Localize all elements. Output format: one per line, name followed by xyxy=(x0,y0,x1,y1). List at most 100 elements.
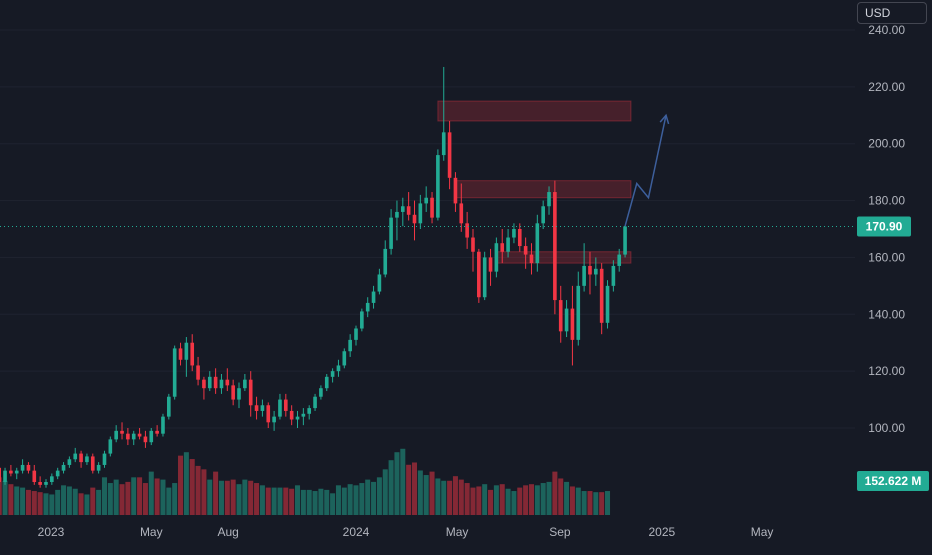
candle-body xyxy=(523,246,528,255)
volume-bar xyxy=(183,452,189,515)
x-tick-label: May xyxy=(446,525,469,539)
volume-bar xyxy=(119,484,125,515)
volume-bar xyxy=(20,487,26,515)
volume-bar xyxy=(511,491,517,515)
candle-body xyxy=(330,371,335,377)
x-tick-label: 2023 xyxy=(38,525,65,539)
volume-bar xyxy=(470,487,476,515)
candle-body xyxy=(9,470,13,474)
candle-body xyxy=(342,351,347,366)
volume-bar xyxy=(464,483,470,515)
volume-bar xyxy=(254,483,260,515)
volume-bar xyxy=(55,489,61,515)
currency-button[interactable]: USD xyxy=(857,2,927,24)
volume-bar xyxy=(242,479,248,515)
candle-body xyxy=(465,223,469,238)
candle-body xyxy=(231,385,235,400)
candle-body xyxy=(213,376,218,389)
candle-body xyxy=(459,203,464,224)
volume-bar xyxy=(476,486,482,515)
candle-body xyxy=(471,237,475,252)
volume-bar xyxy=(101,477,107,515)
axis-badges: 170.90 152.622 M xyxy=(857,216,929,491)
volume-bar xyxy=(271,487,277,515)
volume-bar xyxy=(289,488,295,515)
volume-bar xyxy=(2,480,8,515)
resistance-zone xyxy=(495,251,632,264)
volume-bar xyxy=(324,489,330,515)
candle-body xyxy=(207,376,212,389)
candle-body xyxy=(430,197,434,218)
candle-body xyxy=(167,396,171,417)
resistance-zones xyxy=(437,100,632,264)
candle-body xyxy=(611,265,616,286)
volume-bar xyxy=(452,476,458,515)
candle-body xyxy=(365,302,370,312)
volume-bar xyxy=(347,484,353,515)
volume-bar xyxy=(178,455,184,515)
volume-bar xyxy=(236,484,242,515)
volume-bar xyxy=(400,448,406,515)
candle-body xyxy=(219,379,224,389)
candle-body xyxy=(494,243,499,272)
volume-bar xyxy=(25,489,31,515)
volume-bar xyxy=(78,493,84,515)
y-tick-label: 100.00 xyxy=(868,421,905,435)
volume-bar xyxy=(14,486,20,515)
volume-bar xyxy=(423,475,429,515)
candle-body xyxy=(360,311,364,329)
volume-bar xyxy=(66,486,72,515)
candle-body xyxy=(90,456,95,471)
volume-bar xyxy=(441,480,447,515)
volume-bar xyxy=(148,471,154,515)
candle-body xyxy=(0,467,2,483)
volume-bar xyxy=(581,491,587,515)
candle-body xyxy=(605,285,610,323)
candle-body xyxy=(453,177,458,204)
candle-body xyxy=(441,132,446,156)
candle-body xyxy=(395,211,399,218)
candle-body xyxy=(371,291,376,303)
candle-body xyxy=(283,399,288,411)
volume-bar xyxy=(406,464,412,515)
volume-bar xyxy=(505,488,511,515)
volume-bar xyxy=(90,487,96,515)
volume-bar xyxy=(552,471,558,515)
resistance-zone xyxy=(437,100,632,122)
price-axis[interactable]: 240.00 220.00 200.00 180.00 160.00 140.00 120.… xyxy=(868,23,905,435)
volume-bar xyxy=(137,477,143,515)
candle-body xyxy=(3,470,7,483)
candle-body xyxy=(50,476,54,483)
last-price-badge xyxy=(857,216,911,237)
volume-bar xyxy=(166,487,172,515)
volume-bar xyxy=(277,487,283,515)
candle-body xyxy=(506,237,510,252)
candle-body xyxy=(55,470,60,477)
volume-bar xyxy=(0,477,2,515)
candle-body xyxy=(137,433,142,437)
volume-bar xyxy=(218,480,224,515)
candle-body xyxy=(114,430,118,440)
candle-body xyxy=(406,206,411,215)
volume-bar xyxy=(37,492,43,515)
candlesticks xyxy=(0,66,627,488)
resistance-zone xyxy=(454,180,632,199)
y-tick-label: 160.00 xyxy=(868,250,905,264)
time-axis[interactable]: 2023 May Aug 2024 May Sep 2025 May xyxy=(38,525,774,539)
candle-body xyxy=(184,342,189,360)
volume-bars xyxy=(0,29,855,515)
volume-bar xyxy=(341,487,347,515)
y-tick-label: 240.00 xyxy=(868,23,905,37)
candle-body xyxy=(131,433,136,440)
candle-body xyxy=(599,268,604,323)
candle-body xyxy=(61,464,66,471)
candle-body xyxy=(301,413,306,417)
candle-body xyxy=(108,439,113,454)
candle-body xyxy=(383,248,388,275)
volume-bar xyxy=(528,484,534,515)
volume-bar xyxy=(388,460,394,515)
volume-bar xyxy=(213,471,219,515)
x-tick-label: May xyxy=(140,525,163,539)
